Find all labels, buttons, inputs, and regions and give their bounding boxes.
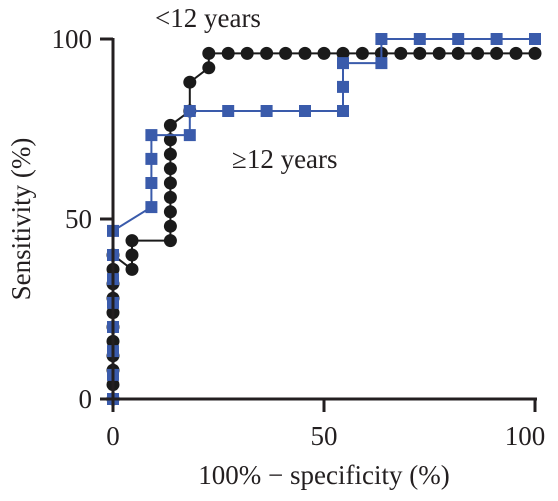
y-tick-label: 100 xyxy=(52,24,93,54)
series-12-years-and-over xyxy=(107,33,541,405)
roc-point-circle xyxy=(317,46,331,60)
x-axis-label: 100% − specificity (%) xyxy=(198,460,449,490)
roc-point-circle xyxy=(163,162,177,176)
roc-point-circle xyxy=(163,219,177,233)
roc-point-circle xyxy=(355,46,369,60)
roc-point-square xyxy=(222,105,235,117)
x-ticks: 0 50 100 xyxy=(106,399,545,451)
y-tick-label: 50 xyxy=(65,204,92,234)
annotation-under-12-years: <12 years xyxy=(155,3,261,33)
series-under-12-years xyxy=(106,46,542,406)
roc-point-square xyxy=(183,105,196,117)
roc-point-circle xyxy=(163,147,177,161)
roc-point-circle xyxy=(279,46,293,60)
roc-point-circle xyxy=(163,234,177,248)
roc-point-circle xyxy=(202,61,216,75)
roc-point-circle xyxy=(163,133,177,147)
roc-point-circle xyxy=(125,248,139,262)
roc-point-square xyxy=(183,129,196,142)
roc-point-circle xyxy=(163,118,177,132)
roc-point-circle xyxy=(183,75,197,89)
y-axis-label: Sensitivity (%) xyxy=(6,138,36,301)
roc-point-square xyxy=(260,105,273,117)
roc-point-square xyxy=(337,80,349,93)
y-tick-label: 0 xyxy=(79,384,93,414)
roc-point-circle xyxy=(471,46,485,60)
roc-point-square xyxy=(375,33,388,45)
roc-point-square xyxy=(299,105,311,117)
roc-point-square xyxy=(145,152,158,165)
roc-point-circle xyxy=(125,262,139,276)
roc-point-circle xyxy=(413,46,427,60)
roc-point-square xyxy=(145,201,158,214)
roc-point-circle xyxy=(298,46,312,60)
roc-point-square xyxy=(452,33,465,45)
roc-point-square xyxy=(337,105,349,117)
annotation-12-years-and-over: ≥12 years xyxy=(232,144,338,174)
roc-point-circle xyxy=(394,46,408,60)
x-tick-label: 100 xyxy=(505,421,546,451)
roc-point-circle xyxy=(163,205,177,219)
roc-point-square xyxy=(413,33,426,45)
x-tick-label: 0 xyxy=(106,421,120,451)
roc-point-circle xyxy=(509,46,523,60)
roc-point-circle xyxy=(336,46,350,60)
roc-point-circle xyxy=(163,190,177,204)
series-line xyxy=(112,38,535,399)
roc-point-circle xyxy=(163,176,177,190)
roc-point-square xyxy=(490,33,503,45)
roc-point-circle xyxy=(240,46,254,60)
y-ticks: 0 50 100 xyxy=(52,24,113,414)
roc-point-circle xyxy=(260,46,274,60)
roc-point-circle xyxy=(432,46,446,60)
roc-point-square xyxy=(375,57,388,70)
roc-point-circle xyxy=(490,46,504,60)
roc-point-circle xyxy=(202,46,216,60)
roc-point-circle xyxy=(221,46,235,60)
x-tick-label: 50 xyxy=(311,421,338,451)
roc-point-square xyxy=(145,129,158,142)
roc-point-circle xyxy=(528,46,542,60)
roc-point-square xyxy=(145,177,158,189)
roc-point-circle xyxy=(451,46,465,60)
roc-point-circle xyxy=(125,234,139,248)
roc-point-square xyxy=(529,33,541,45)
roc-point-square xyxy=(337,57,349,70)
